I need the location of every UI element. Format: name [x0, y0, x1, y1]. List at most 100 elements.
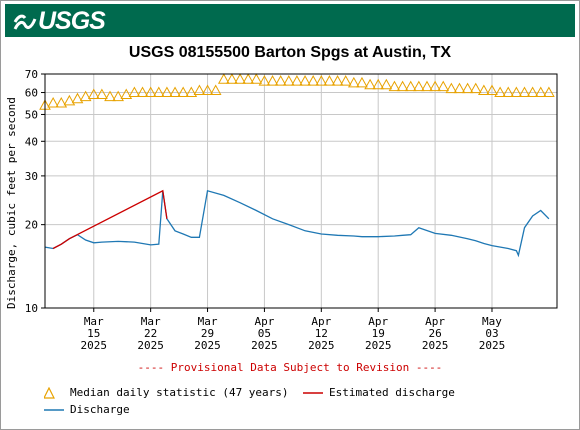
x-tick-label: Mar [198, 315, 218, 328]
median-triangle-point [396, 80, 409, 92]
x-tick-label: 2025 [422, 339, 449, 352]
legend-line-icon [303, 391, 323, 394]
x-tick-label: 05 [258, 327, 271, 340]
median-triangle-point [47, 96, 59, 108]
median-triangle-point [177, 86, 190, 98]
median-triangle-point [307, 75, 320, 86]
median-triangle-point [502, 86, 515, 98]
legend-item-estimated: Estimated discharge [303, 386, 455, 399]
median-triangle-point [445, 82, 458, 94]
x-tick-label: 12 [315, 327, 328, 340]
median-triangle-point [453, 82, 466, 94]
logo-text: USGS [38, 6, 106, 35]
x-tick-label: 2025 [81, 339, 108, 352]
median-triangle-point [169, 86, 181, 98]
median-triangle-point [469, 82, 482, 94]
x-tick-label: 03 [485, 327, 498, 340]
x-tick-label: 26 [428, 327, 441, 340]
median-triangle-point [429, 80, 441, 92]
x-tick-label: 29 [201, 327, 214, 340]
median-triangle-point [79, 90, 92, 102]
legend-item-discharge: Discharge [44, 403, 130, 416]
median-triangle-point [217, 73, 230, 84]
x-tick-label: Apr [425, 315, 445, 328]
y-axis-ticks: 10 20 30 40 50 60 70 [25, 68, 45, 315]
usgs-wave-logo-icon [13, 14, 37, 30]
median-triangle-point [96, 88, 108, 100]
median-triangle-point [274, 75, 287, 86]
plot-series [39, 73, 555, 258]
legend-label: Discharge [70, 403, 130, 416]
usgs-banner: USGS [5, 4, 575, 37]
y-tick-label: 30 [25, 170, 38, 183]
median-triangle-point [421, 80, 433, 92]
median-triangle-point [104, 90, 116, 102]
x-tick-label: 19 [372, 327, 385, 340]
x-tick-label: Apr [254, 315, 274, 328]
chart-title: USGS 08155500 Barton Spgs at Austin, TX [128, 44, 452, 61]
provisional-note: ---- Provisional Data Subject to Revisio… [137, 361, 443, 374]
x-tick-label: 2025 [308, 339, 335, 352]
y-tick-label: 40 [25, 135, 38, 148]
x-tick-label: May [482, 315, 502, 328]
y-tick-label: 50 [25, 108, 38, 121]
median-triangle-point [209, 84, 222, 96]
legend-item-median: Median daily statistic (47 years) [44, 386, 289, 399]
median-triangle-point [510, 86, 523, 98]
x-tick-label: 2025 [251, 339, 278, 352]
x-tick-label: Apr [368, 315, 388, 328]
median-triangle-point [534, 86, 547, 98]
x-tick-label: 2025 [365, 339, 392, 352]
median-triangle-point [120, 88, 133, 100]
median-triangle-point [518, 86, 531, 98]
x-tick-label: 22 [144, 327, 157, 340]
legend-triangle-icon [44, 386, 55, 399]
y-tick-label: 60 [25, 87, 38, 100]
x-tick-label: 15 [87, 327, 100, 340]
median-triangle-point [388, 80, 401, 92]
median-triangle-point [372, 78, 385, 90]
legend-line-icon [44, 408, 64, 411]
grid-lines [45, 73, 557, 309]
median-triangle-point [185, 86, 198, 98]
median-triangle-point [193, 84, 206, 96]
x-tick-label: 2025 [479, 339, 506, 352]
median-triangle-point [494, 86, 506, 98]
median-triangle-point [380, 78, 393, 90]
median-triangle-point [112, 90, 124, 102]
x-tick-label: 2025 [194, 339, 221, 352]
estimated-discharge-line [52, 189, 168, 250]
median-triangle-point [152, 86, 165, 98]
median-triangle-point [526, 86, 539, 98]
median-triangle-point [87, 88, 100, 100]
discharge-line [44, 189, 550, 258]
median-triangle-point [412, 80, 425, 92]
median-triangle-point [282, 75, 295, 86]
median-triangle-point [339, 75, 352, 86]
median-triangle-point [347, 76, 360, 88]
y-tick-label: 10 [25, 302, 38, 315]
median-triangle-point [136, 86, 149, 98]
median-triangle-point [161, 86, 173, 98]
median-triangle-point [128, 86, 141, 98]
median-triangle-point [323, 75, 336, 86]
legend-label: Median daily statistic (47 years) [70, 386, 289, 399]
median-triangle-point [478, 84, 490, 96]
x-tick-label: Apr [311, 315, 331, 328]
median-triangle-point [291, 75, 303, 86]
x-tick-label: Mar [141, 315, 161, 328]
x-axis-ticks: Mar152025Mar222025Mar292025Apr052025Apr1… [81, 308, 506, 352]
x-tick-label: Mar [84, 315, 104, 328]
median-triangle-point [331, 75, 344, 86]
median-series [39, 73, 555, 110]
usgs-logo[interactable]: USGS [13, 6, 106, 35]
median-triangle-point [356, 76, 368, 88]
median-triangle-point [266, 75, 279, 86]
median-triangle-point [404, 80, 417, 92]
median-triangle-point [250, 73, 263, 84]
y-tick-label: 70 [25, 68, 38, 81]
y-tick-label: 20 [25, 219, 38, 232]
median-triangle-point [543, 86, 555, 98]
median-triangle-point [437, 80, 450, 92]
